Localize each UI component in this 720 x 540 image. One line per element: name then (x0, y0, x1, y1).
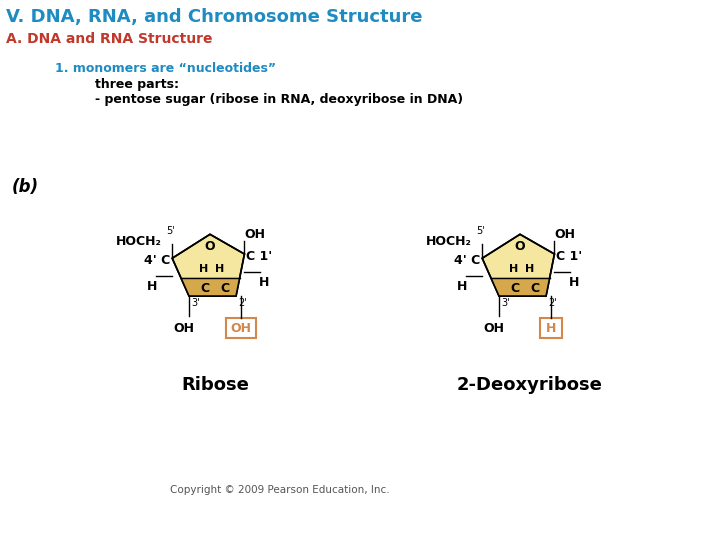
Text: C 1': C 1' (557, 249, 582, 262)
Text: C: C (220, 282, 229, 295)
Text: H: H (525, 264, 534, 274)
Text: C: C (510, 282, 520, 295)
Text: OH: OH (174, 321, 194, 335)
Text: C: C (200, 282, 210, 295)
FancyBboxPatch shape (226, 318, 256, 338)
Text: O: O (204, 240, 215, 253)
Text: H: H (215, 264, 224, 274)
Text: HOCH₂: HOCH₂ (426, 235, 472, 248)
Text: O: O (515, 240, 526, 253)
Text: OH: OH (244, 227, 265, 240)
Text: 2-Deoxyribose: 2-Deoxyribose (457, 376, 603, 394)
Text: 5': 5' (476, 226, 485, 236)
Text: 2': 2' (238, 298, 247, 308)
Polygon shape (482, 234, 554, 296)
Text: 2': 2' (548, 298, 557, 308)
Text: OH: OH (230, 321, 251, 335)
Polygon shape (491, 278, 550, 296)
Text: - pentose sugar (ribose in RNA, deoxyribose in DNA): - pentose sugar (ribose in RNA, deoxyrib… (95, 93, 463, 106)
Text: H: H (199, 264, 208, 274)
Text: OH: OH (554, 227, 575, 240)
Polygon shape (172, 234, 245, 296)
Text: H: H (147, 280, 158, 293)
Text: H: H (546, 321, 557, 335)
Text: three parts:: three parts: (95, 78, 179, 91)
Text: H: H (570, 275, 580, 288)
Text: H: H (259, 275, 269, 288)
Text: V. DNA, RNA, and Chromosome Structure: V. DNA, RNA, and Chromosome Structure (6, 8, 423, 26)
Text: C 1': C 1' (246, 249, 273, 262)
Text: 5': 5' (166, 226, 174, 236)
Text: 3': 3' (501, 298, 510, 308)
Text: A. DNA and RNA Structure: A. DNA and RNA Structure (6, 32, 212, 46)
Text: C: C (530, 282, 539, 295)
Text: OH: OH (484, 321, 505, 335)
Text: H: H (457, 280, 467, 293)
Text: Ribose: Ribose (181, 376, 249, 394)
FancyBboxPatch shape (540, 318, 562, 338)
Text: HOCH₂: HOCH₂ (117, 235, 162, 248)
Text: 4' C: 4' C (144, 254, 170, 267)
Text: H: H (509, 264, 518, 274)
Text: 3': 3' (191, 298, 199, 308)
Text: Copyright © 2009 Pearson Education, Inc.: Copyright © 2009 Pearson Education, Inc. (170, 485, 390, 495)
Text: (b): (b) (12, 178, 39, 196)
Polygon shape (181, 278, 240, 296)
Text: 1. monomers are “nucleotides”: 1. monomers are “nucleotides” (55, 62, 276, 75)
Text: 4' C: 4' C (454, 254, 480, 267)
